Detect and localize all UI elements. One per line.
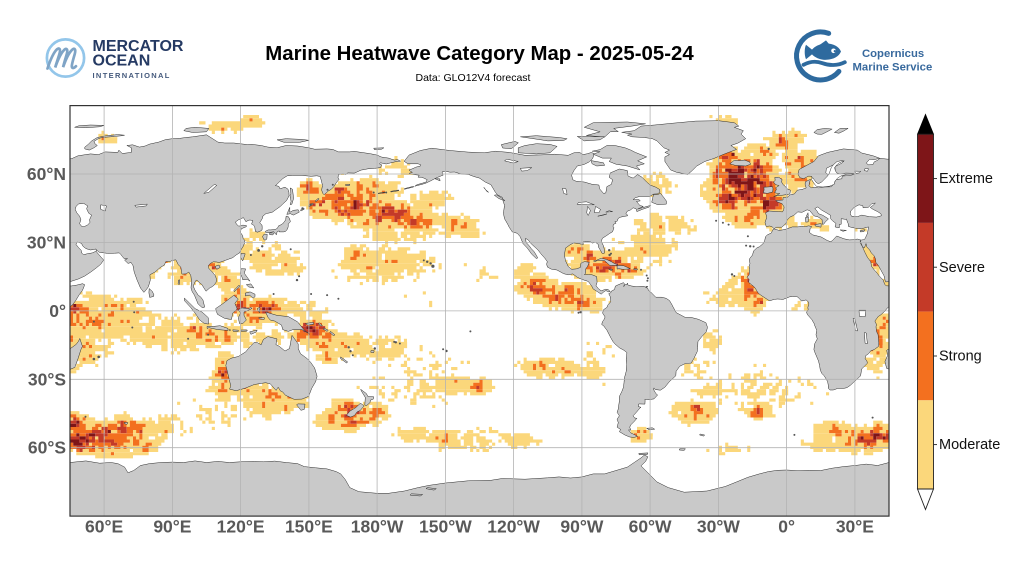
svg-text:Copernicus: Copernicus — [862, 48, 924, 60]
svg-text:150°W: 150°W — [419, 517, 472, 537]
svg-text:Strong: Strong — [939, 349, 982, 365]
svg-text:Moderate: Moderate — [939, 437, 1000, 453]
svg-text:60°E: 60°E — [85, 517, 123, 537]
svg-text:150°E: 150°E — [285, 517, 333, 537]
svg-text:INTERNATIONAL: INTERNATIONAL — [93, 71, 171, 80]
svg-text:30°N: 30°N — [27, 232, 66, 252]
svg-text:60°N: 60°N — [27, 164, 66, 184]
svg-text:120°E: 120°E — [217, 517, 265, 537]
svg-text:0°: 0° — [49, 301, 66, 321]
svg-text:0°: 0° — [778, 517, 795, 537]
svg-text:MERCATOR: MERCATOR — [93, 38, 184, 55]
svg-text:180°W: 180°W — [351, 517, 404, 537]
svg-text:90°E: 90°E — [153, 517, 191, 537]
svg-text:30°S: 30°S — [28, 369, 66, 389]
svg-text:60°W: 60°W — [629, 517, 672, 537]
svg-text:Data: GLO12V4 forecast: Data: GLO12V4 forecast — [416, 72, 531, 84]
svg-text:Extreme: Extreme — [939, 171, 993, 187]
svg-text:Severe: Severe — [939, 260, 985, 276]
svg-text:OCEAN: OCEAN — [93, 53, 151, 70]
svg-text:30°E: 30°E — [836, 517, 874, 537]
svg-text:Marine Heatwave Category Map -: Marine Heatwave Category Map - 2025-05-2… — [265, 43, 694, 65]
svg-text:90°W: 90°W — [560, 517, 603, 537]
svg-text:60°S: 60°S — [28, 438, 66, 458]
svg-text:120°W: 120°W — [487, 517, 540, 537]
svg-text:30°W: 30°W — [697, 517, 740, 537]
svg-text:Marine Service: Marine Service — [853, 62, 933, 74]
